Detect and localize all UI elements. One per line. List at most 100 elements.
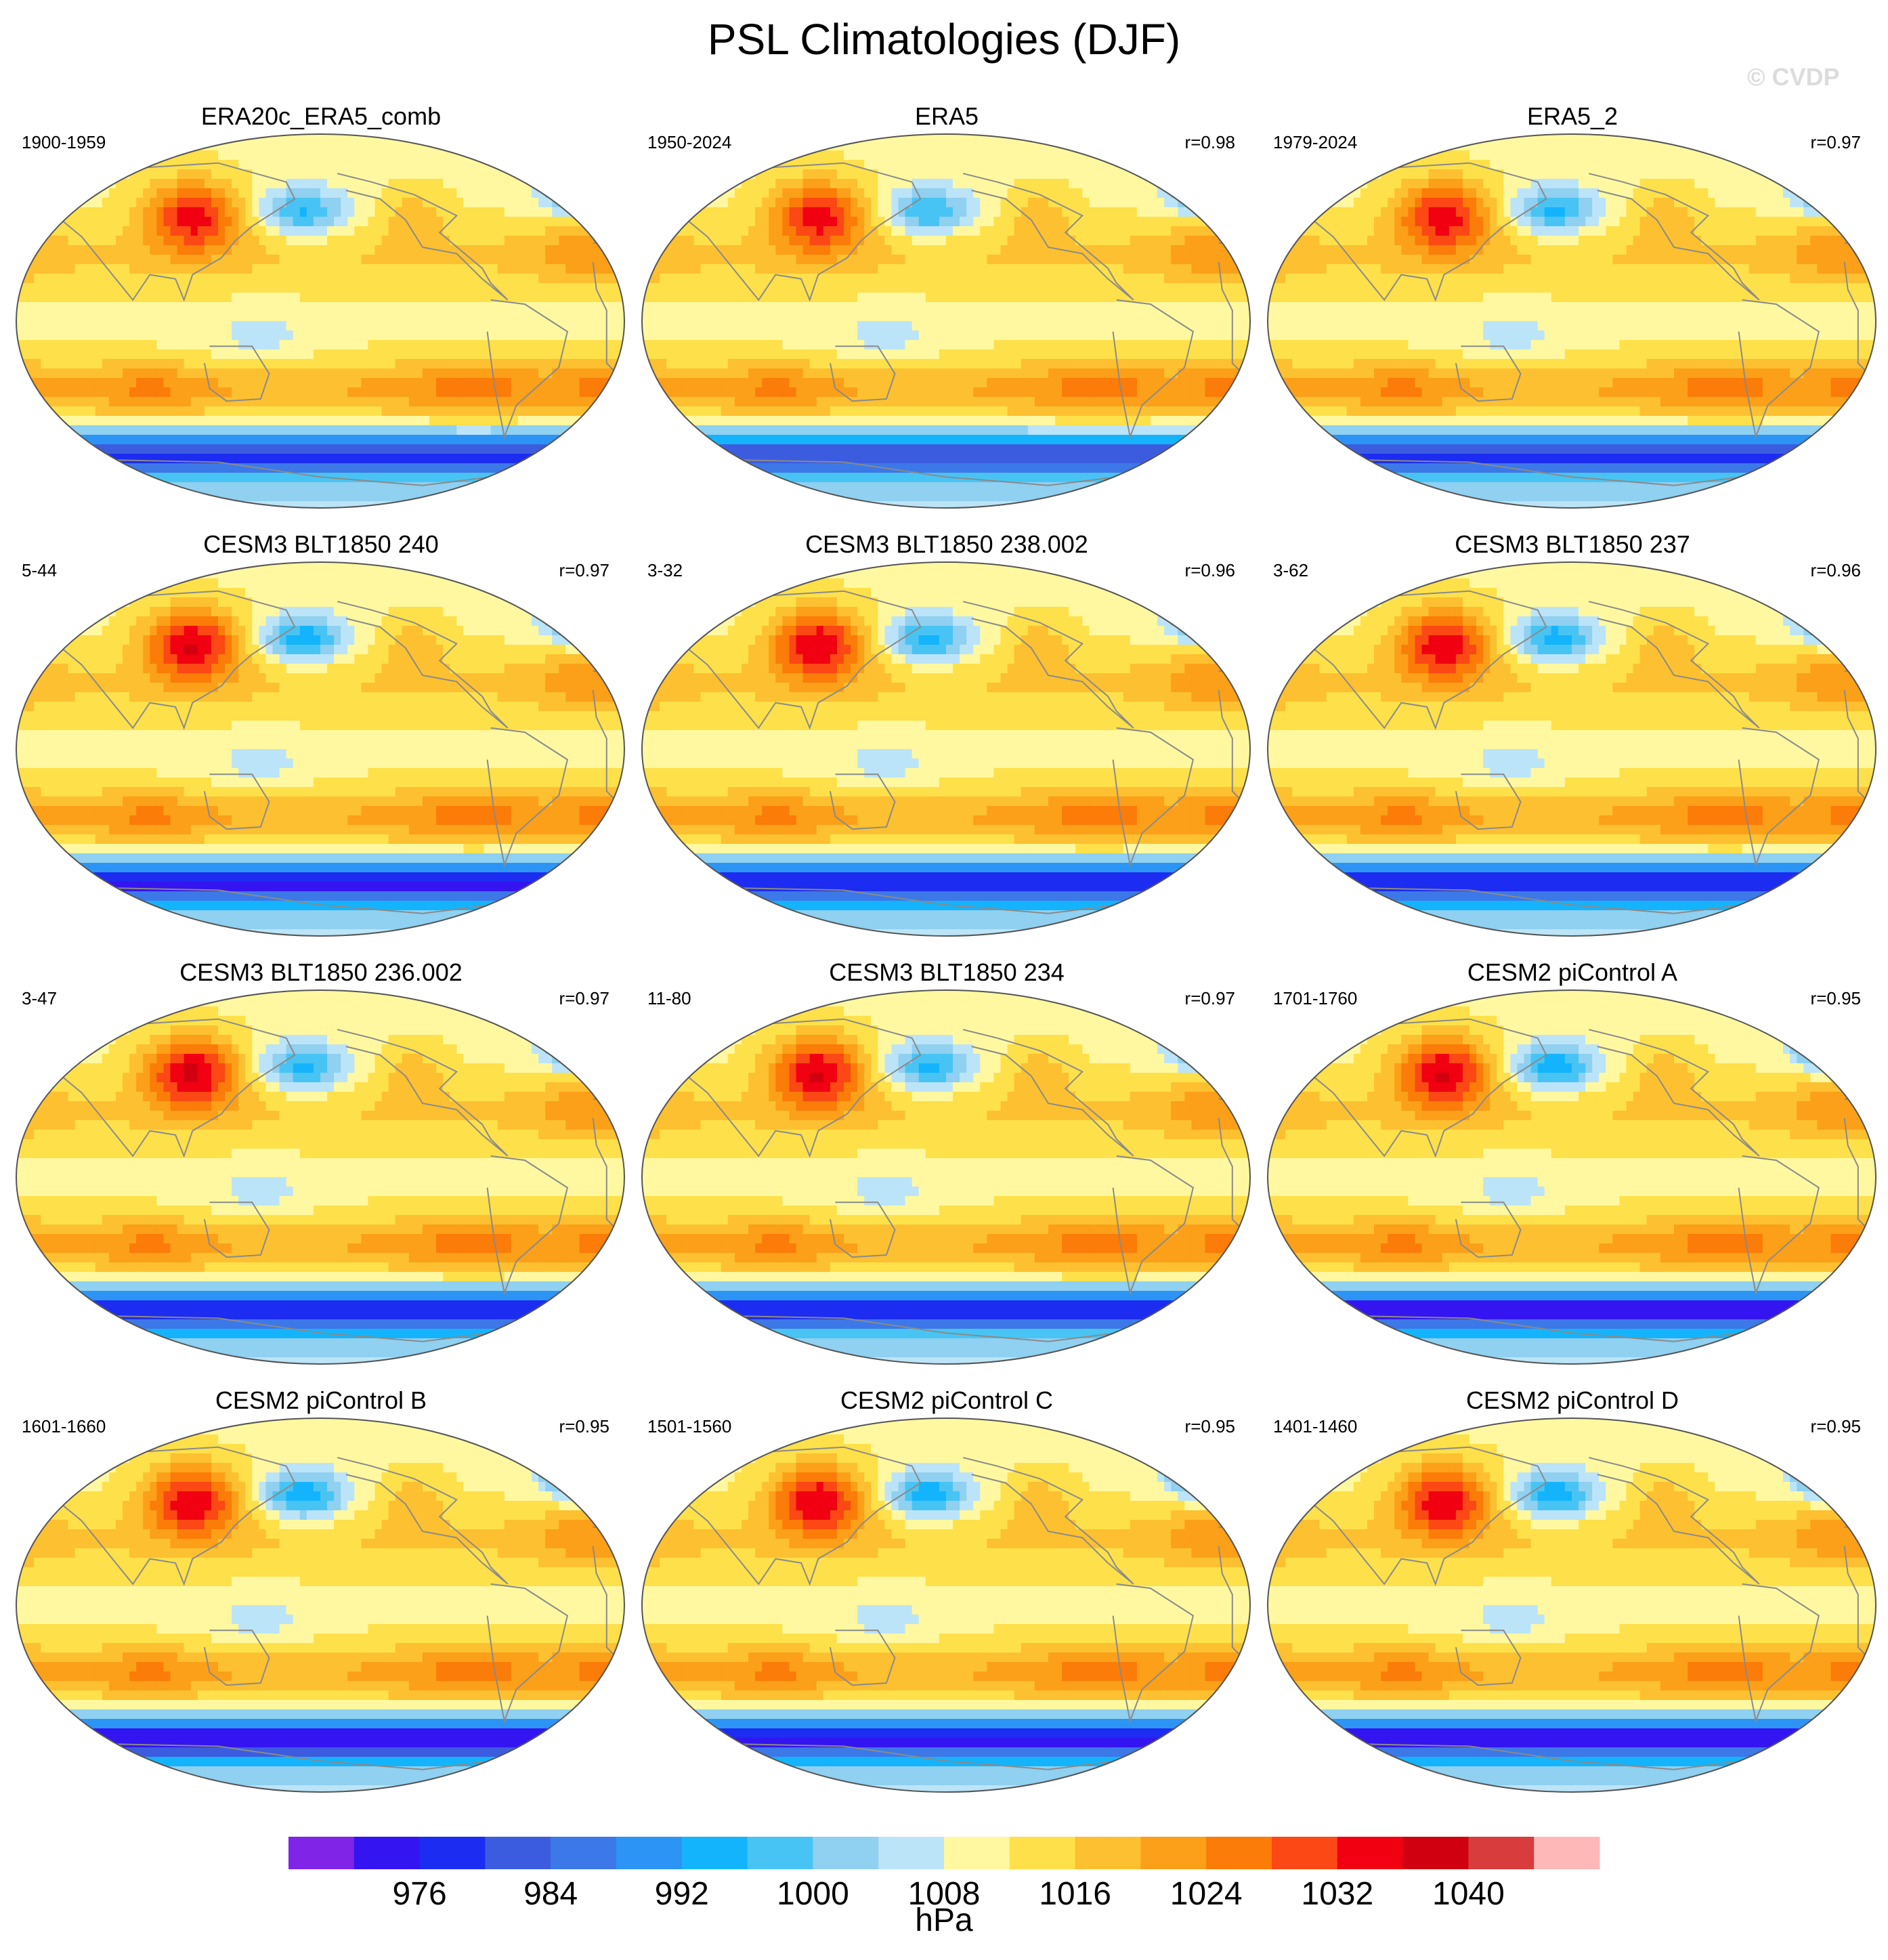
panel-correlation: r=0.97 xyxy=(1811,131,1861,153)
colorbar-swatch xyxy=(1468,1837,1535,1869)
map-border xyxy=(16,561,625,937)
panel-correlation: r=0.95 xyxy=(1811,1415,1861,1437)
panel-correlation: r=0.96 xyxy=(1185,559,1235,581)
watermark: © CVDP xyxy=(1747,62,1840,92)
panel-period: 1401-1460 xyxy=(1273,1415,1357,1437)
psl-map xyxy=(1267,989,1876,1365)
panel-title: CESM3 BLT1850 237 xyxy=(1261,530,1884,559)
colorbar-swatch xyxy=(681,1837,748,1869)
panel-title: ERA5 xyxy=(635,102,1258,131)
panel-period: 1950-2024 xyxy=(647,131,731,153)
colorbar-swatch xyxy=(813,1837,879,1869)
panel-period: 1701-1760 xyxy=(1273,987,1357,1009)
psl-map xyxy=(641,1418,1251,1793)
psl-map xyxy=(1267,1418,1876,1793)
map-border xyxy=(1267,561,1876,937)
colorbar-swatch xyxy=(747,1837,813,1869)
panel-correlation: r=0.95 xyxy=(1185,1415,1235,1437)
panel-period: 1979-2024 xyxy=(1273,131,1357,153)
psl-map xyxy=(641,989,1251,1365)
map-panel: CESM2 piControl B 1601-1660 r=0.95 xyxy=(9,1386,632,1806)
colorbar-swatch xyxy=(353,1837,421,1869)
colorbar-tick-label: 1016 xyxy=(1039,1876,1111,1912)
map-border xyxy=(1267,133,1876,509)
colorbar-swatch xyxy=(288,1837,355,1869)
panel-title: CESM2 piControl C xyxy=(635,1386,1258,1415)
colorbar-swatch xyxy=(1075,1837,1141,1869)
colorbar-swatch xyxy=(1009,1837,1076,1869)
colorbar-swatch xyxy=(944,1837,1010,1869)
colorbar-swatch xyxy=(1402,1837,1469,1869)
colorbar-swatch xyxy=(616,1837,683,1869)
panel-correlation: r=0.96 xyxy=(1811,559,1861,581)
psl-map xyxy=(641,133,1251,509)
map-panel: CESM3 BLT1850 236.002 3-47 r=0.97 xyxy=(9,958,632,1378)
panel-period: 1900-1959 xyxy=(22,131,106,153)
colorbar-swatch xyxy=(1140,1837,1207,1869)
panel-period: 3-47 xyxy=(22,987,57,1009)
panel-period: 11-80 xyxy=(647,987,691,1009)
panel-period: 3-32 xyxy=(647,559,683,581)
panel-title: CESM2 piControl B xyxy=(9,1386,632,1415)
panel-correlation: r=0.97 xyxy=(559,559,609,581)
colorbar-tick-label: 992 xyxy=(655,1876,709,1912)
panel-correlation: r=0.98 xyxy=(1185,131,1235,153)
map-panel: CESM2 piControl A 1701-1760 r=0.95 xyxy=(1261,958,1884,1378)
panel-period: 1501-1560 xyxy=(647,1415,731,1437)
map-border xyxy=(641,133,1251,509)
map-border xyxy=(641,989,1251,1365)
panel-title: CESM3 BLT1850 240 xyxy=(9,530,632,559)
panel-title: ERA5_2 xyxy=(1261,102,1884,131)
map-panel: CESM2 piControl D 1401-1460 r=0.95 xyxy=(1261,1386,1884,1806)
psl-map xyxy=(641,561,1251,937)
panel-title: CESM2 piControl D xyxy=(1261,1386,1884,1415)
map-panel: CESM3 BLT1850 234 11-80 r=0.97 xyxy=(635,958,1258,1378)
psl-map xyxy=(16,561,625,937)
psl-field xyxy=(1268,134,1876,508)
colorbar-swatch xyxy=(1206,1837,1272,1869)
panel-period: 5-44 xyxy=(22,559,57,581)
colorbar-unit: hPa xyxy=(0,1902,1888,1940)
colorbar-swatch xyxy=(1272,1837,1338,1869)
map-panel: CESM2 piControl C 1501-1560 r=0.95 xyxy=(635,1386,1258,1806)
panel-correlation: r=0.95 xyxy=(1811,987,1861,1009)
psl-map xyxy=(16,133,625,509)
psl-map xyxy=(1267,561,1876,937)
colorbar-tick-label: 984 xyxy=(523,1876,578,1912)
map-border xyxy=(16,989,625,1365)
panel-correlation: r=0.97 xyxy=(559,987,609,1009)
colorbar: 976 984 992 1000 1008 1016 1024 1032 1040 xyxy=(288,1837,1600,1912)
colorbar-swatch xyxy=(419,1837,486,1869)
psl-map xyxy=(16,989,625,1365)
colorbar-swatch xyxy=(485,1837,551,1869)
colorbar-swatch xyxy=(551,1837,617,1869)
colorbar-swatch xyxy=(878,1837,945,1869)
panel-title: CESM2 piControl A xyxy=(1261,958,1884,987)
map-border xyxy=(1267,989,1876,1365)
map-panel: ERA20c_ERA5_comb 1900-1959 xyxy=(9,102,632,521)
colorbar-tick-label: 1032 xyxy=(1301,1876,1373,1912)
colorbar-tick-label: 1040 xyxy=(1432,1876,1505,1912)
colorbar-swatch xyxy=(1534,1837,1600,1869)
map-panel: ERA5_2 1979-2024 r=0.97 xyxy=(1261,102,1884,521)
panel-title: CESM3 BLT1850 238.002 xyxy=(635,530,1258,559)
panel-period: 3-62 xyxy=(1273,559,1308,581)
panel-correlation: r=0.97 xyxy=(1185,987,1235,1009)
panel-correlation: r=0.95 xyxy=(559,1415,609,1437)
map-border xyxy=(1267,1418,1876,1793)
colorbar-tick-label: 1000 xyxy=(777,1876,849,1912)
colorbar-tick-label: 1008 xyxy=(908,1876,981,1912)
panel-period: 1601-1660 xyxy=(22,1415,106,1437)
panel-title: CESM3 BLT1850 234 xyxy=(635,958,1258,987)
map-border xyxy=(16,133,625,509)
panel-title: CESM3 BLT1850 236.002 xyxy=(9,958,632,987)
map-panel: CESM3 BLT1850 238.002 3-32 r=0.96 xyxy=(635,530,1258,950)
colorbar-tick-label: 976 xyxy=(393,1876,447,1912)
colorbar-tick-label: 1024 xyxy=(1170,1876,1243,1912)
map-panel: CESM3 BLT1850 240 5-44 r=0.97 xyxy=(9,530,632,950)
map-panel: ERA5 1950-2024 r=0.98 xyxy=(635,102,1258,521)
map-border xyxy=(16,1418,625,1793)
colorbar-swatch xyxy=(1337,1837,1404,1869)
page-title: PSL Climatologies (DJF) xyxy=(0,12,1888,66)
map-border xyxy=(641,561,1251,937)
